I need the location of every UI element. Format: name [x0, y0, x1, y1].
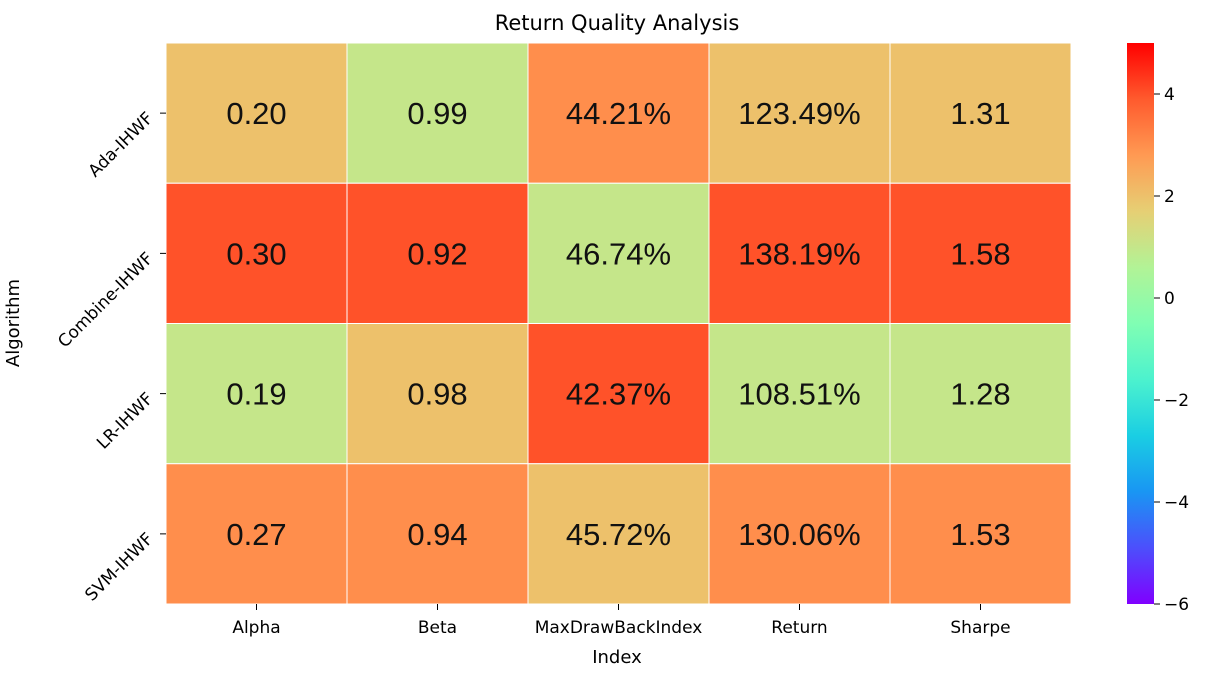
colorbar-tick-label: 0: [1164, 289, 1175, 309]
cell-value-label: 138.19%: [738, 236, 860, 271]
x-tick-label: Beta: [418, 618, 457, 638]
heatmap-cell: [346, 182, 529, 324]
colorbar-tick-label: −2: [1164, 391, 1189, 411]
heatmap-cell: [346, 42, 529, 184]
colorbar: [1127, 43, 1154, 604]
cell-value-label: 1.58: [950, 236, 1010, 271]
cell-value-label: 0.30: [226, 236, 286, 271]
cell-value-label: 1.28: [950, 377, 1010, 412]
heatmap-cell: [708, 42, 891, 184]
cell-value-label: 108.51%: [738, 377, 860, 412]
heatmap-cell: [527, 323, 710, 465]
cell-value-label: 1.53: [950, 517, 1010, 552]
heatmap-cells: [165, 42, 1072, 605]
heatmap-cell: [889, 323, 1072, 465]
colorbar-tick-label: −6: [1164, 595, 1189, 615]
cell-value-label: 0.99: [407, 96, 467, 131]
heatmap-cell: [527, 182, 710, 324]
cell-value-label: 130.06%: [738, 517, 860, 552]
cell-value-label: 0.94: [407, 517, 467, 552]
y-axis-ticks: Ada-IHWF Combine-IHWF LR-IHWF SVM-IHWF: [54, 109, 166, 605]
cell-value-label: 0.98: [407, 377, 467, 412]
chart-title: Return Quality Analysis: [495, 11, 740, 35]
y-tick-label: Ada-IHWF: [85, 109, 158, 182]
heatmap-cell: [165, 42, 348, 184]
heatmap-cell: [889, 42, 1072, 184]
y-tick-label: SVM-IHWF: [81, 529, 157, 605]
cell-value-label: 0.20: [226, 96, 286, 131]
heatmap-cell: [527, 463, 710, 605]
heatmap-cell: [346, 463, 529, 605]
cell-value-label: 123.49%: [738, 96, 860, 131]
x-tick-label: MaxDrawBackIndex: [535, 618, 703, 638]
colorbar-tick-label: −4: [1164, 493, 1189, 513]
x-axis-label: Index: [592, 647, 642, 668]
x-axis-ticks: Alpha Beta MaxDrawBackIndex Return Sharpe: [232, 604, 1011, 638]
cell-value-label: 45.72%: [566, 517, 671, 552]
x-tick-label: Return: [771, 618, 827, 638]
cell-value-label: 0.27: [226, 517, 286, 552]
heatmap-cell: [708, 323, 891, 465]
cell-value-label: 42.37%: [566, 377, 671, 412]
heatmap-cell-labels: 0.20 0.99 44.21% 123.49% 1.31 0.30 0.92 46.74% 1…: [226, 96, 1010, 552]
y-axis-label: Algorithm: [3, 279, 24, 367]
y-tick-label: Combine-IHWF: [54, 249, 157, 352]
heatmap-cell: [708, 463, 891, 605]
heatmap-cell: [889, 463, 1072, 605]
cell-value-label: 46.74%: [566, 236, 671, 271]
y-tick-label: LR-IHWF: [93, 389, 157, 453]
cell-value-label: 0.92: [407, 236, 467, 271]
x-tick-label: Sharpe: [950, 618, 1010, 638]
x-tick-label: Alpha: [232, 618, 280, 638]
heatmap-cell: [527, 42, 710, 184]
heatmap-cell: [889, 182, 1072, 324]
colorbar-ticks: −6 −4 −2 0 2 4: [1154, 85, 1189, 615]
colorbar-tick-label: 2: [1164, 187, 1175, 207]
cell-value-label: 1.31: [950, 96, 1010, 131]
heatmap-cell: [346, 323, 529, 465]
cell-value-label: 0.19: [226, 377, 286, 412]
colorbar-tick-label: 4: [1164, 85, 1175, 105]
heatmap-cell: [165, 182, 348, 324]
cell-value-label: 44.21%: [566, 96, 671, 131]
